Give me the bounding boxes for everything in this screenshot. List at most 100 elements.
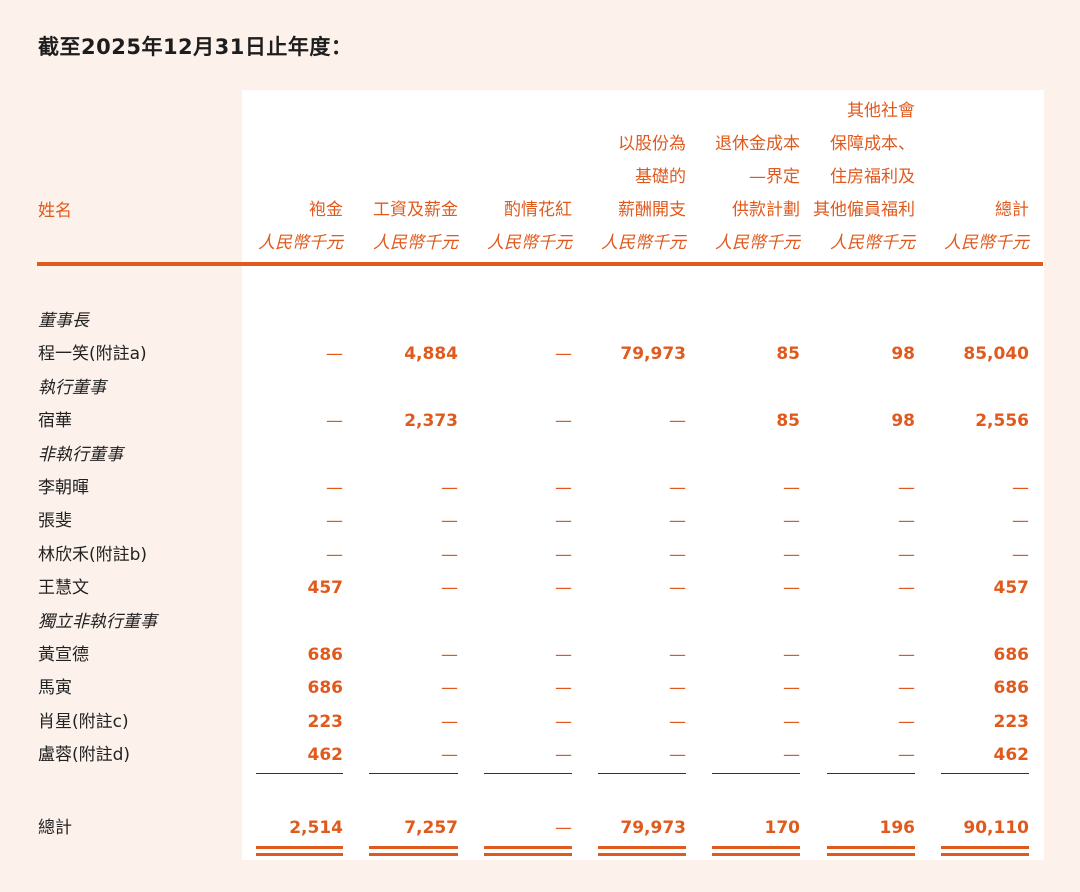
total-cell: 90,110 [963, 818, 1029, 838]
table-cell: — [555, 645, 572, 665]
table-cell: — [669, 711, 686, 732]
table-cell: 686 [993, 678, 1030, 699]
column-header-1: 袍金 人民幣千元 [223, 95, 343, 259]
total-cell: 2,514 [289, 818, 343, 838]
table-cell: 686 [993, 645, 1030, 665]
total-double-rule [941, 853, 1029, 856]
column-header-2: 工資及薪金人民幣千元 [338, 95, 458, 259]
column-title-line: 保障成本、 [830, 134, 915, 154]
total-double-rule [256, 853, 343, 856]
table-cell: — [555, 678, 572, 699]
subtotal-rule [256, 773, 343, 774]
column-title-line: 總計 [995, 200, 1029, 220]
table-cell: — [1012, 544, 1029, 565]
header-rule [37, 262, 1043, 266]
director-name: 宿華 [38, 411, 72, 432]
column-title-line: 以股份為 [618, 134, 686, 154]
total-double-rule [484, 846, 572, 849]
column-unit: 人民幣千元 [373, 233, 458, 253]
table-cell: — [555, 711, 572, 732]
table-cell: — [783, 511, 800, 532]
total-cell: 170 [764, 818, 801, 838]
table-cell: — [326, 344, 343, 365]
table-cell: 85 [776, 344, 800, 365]
table-cell: — [555, 544, 572, 565]
table-cell: 462 [993, 745, 1030, 766]
column-header-6: 其他社會 保障成本、 住房福利及 其他僱員福利 人民幣千元 [795, 95, 915, 259]
total-double-rule [827, 846, 915, 849]
table-cell: — [898, 544, 915, 565]
column-title-line: 供款計劃 [732, 200, 800, 220]
subtotal-rule [712, 773, 800, 774]
period-title: 截至2025年12月31日止年度： [38, 35, 353, 59]
total-double-rule [941, 846, 1029, 849]
total-double-rule [256, 846, 343, 849]
total-label: 總計 [38, 818, 72, 838]
table-cell: — [783, 544, 800, 565]
table-cell: — [783, 478, 800, 498]
category-label: 獨立非執行董事 [38, 611, 157, 632]
table-cell: 98 [891, 411, 915, 432]
table-cell: — [898, 745, 915, 766]
column-title-line: 其他社會 [847, 101, 915, 121]
column-title-line: 退休金成本 [715, 134, 800, 154]
table-cell: — [669, 578, 686, 599]
table-cell: — [441, 544, 458, 565]
table-cell: 686 [307, 645, 344, 665]
table-cell: — [326, 411, 343, 432]
table-cell: — [783, 745, 800, 766]
table-cell: 223 [307, 711, 344, 732]
table-cell: — [898, 678, 915, 699]
column-title-line: 酌情花紅 [504, 200, 572, 220]
table-cell: 98 [891, 344, 915, 365]
table-cell: — [783, 711, 800, 732]
column-unit: 人民幣千元 [715, 233, 800, 253]
column-header-4: 以股份為 基礎的 薪酬開支 人民幣千元 [566, 95, 686, 259]
director-name: 肖星(附註c) [38, 711, 129, 732]
subtotal-rule [941, 773, 1029, 774]
category-label: 董事長 [38, 311, 89, 331]
table-cell: — [555, 745, 572, 766]
table-cell: — [783, 645, 800, 665]
category-label: 執行董事 [38, 377, 106, 398]
director-name: 李朝暉 [38, 478, 89, 498]
column-title-line: 薪酬開支 [618, 200, 686, 220]
table-cell: — [441, 645, 458, 665]
table-cell: — [441, 511, 458, 532]
column-unit: 人民幣千元 [830, 233, 915, 253]
total-double-rule [827, 853, 915, 856]
column-title-line: 工資及薪金 [373, 200, 458, 220]
table-cell: — [555, 511, 572, 532]
table-cell: 457 [993, 578, 1030, 599]
table-cell: — [898, 645, 915, 665]
table-cell: — [669, 478, 686, 498]
table-cell: 686 [307, 678, 344, 699]
table-cell: — [669, 511, 686, 532]
total-double-rule [484, 853, 572, 856]
total-cell: 196 [879, 818, 916, 838]
table-cell: — [669, 678, 686, 699]
subtotal-rule [369, 773, 458, 774]
total-double-rule [598, 853, 686, 856]
name-column-header: 姓名 [38, 201, 72, 221]
table-cell: — [898, 578, 915, 599]
column-header-5: 退休金成本 —界定 供款計劃 人民幣千元 [680, 95, 800, 259]
category-label: 非執行董事 [38, 444, 123, 465]
table-cell: — [783, 678, 800, 699]
director-name: 黃宣德 [38, 645, 89, 665]
table-cell: — [1012, 478, 1029, 498]
table-cell: — [326, 478, 343, 498]
total-double-rule [712, 846, 800, 849]
column-title-line: 其他僱員福利 [813, 200, 915, 220]
column-header-7: 總計 人民幣千元 [909, 95, 1029, 259]
total-double-rule [598, 846, 686, 849]
table-cell: 462 [307, 745, 344, 766]
table-cell: — [669, 544, 686, 565]
column-unit: 人民幣千元 [601, 233, 686, 253]
table-cell: — [326, 544, 343, 565]
table-cell: — [441, 745, 458, 766]
subtotal-rule [598, 773, 686, 774]
table-cell: — [555, 578, 572, 599]
director-name: 林欣禾(附註b) [38, 544, 148, 565]
director-name: 張斐 [38, 511, 72, 532]
